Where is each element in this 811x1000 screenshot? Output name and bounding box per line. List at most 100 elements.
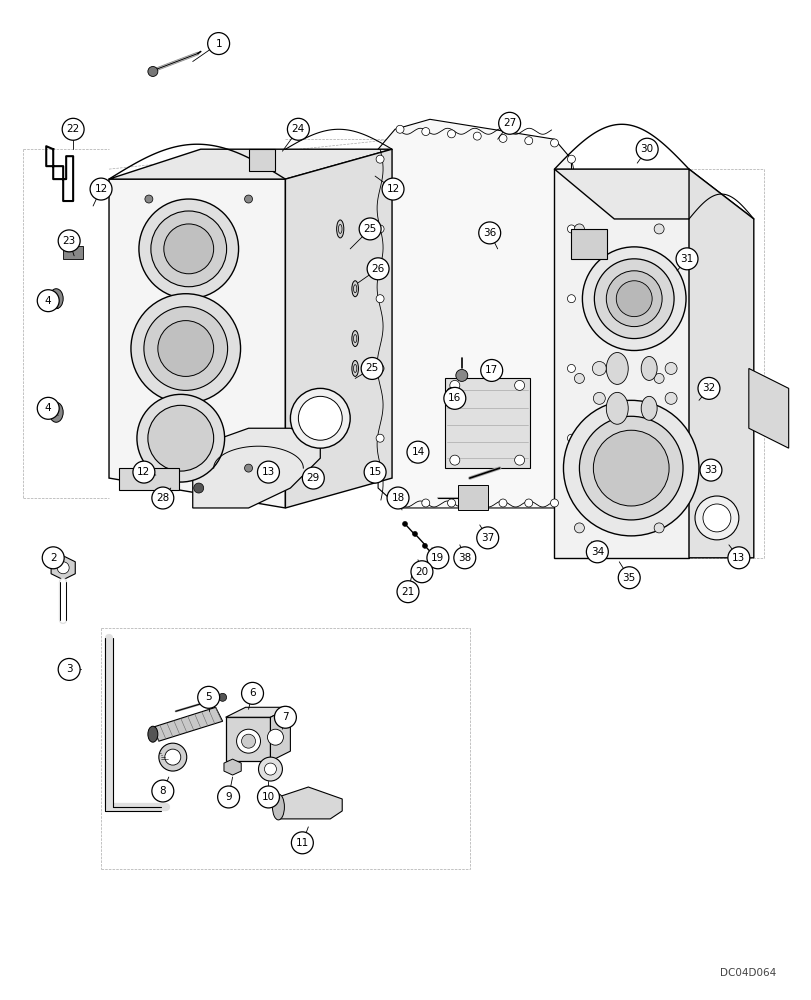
Circle shape	[514, 380, 524, 390]
Polygon shape	[119, 468, 178, 490]
Circle shape	[573, 523, 584, 533]
Circle shape	[563, 400, 698, 536]
Circle shape	[144, 195, 152, 203]
Text: 7: 7	[281, 712, 289, 722]
Circle shape	[257, 461, 279, 483]
Circle shape	[421, 128, 429, 136]
Text: 30: 30	[640, 144, 653, 154]
Circle shape	[581, 247, 685, 351]
Polygon shape	[248, 149, 275, 171]
Circle shape	[422, 543, 427, 548]
Circle shape	[131, 294, 240, 403]
Circle shape	[58, 658, 80, 680]
Text: 11: 11	[295, 838, 309, 848]
Text: 5: 5	[205, 692, 212, 702]
Circle shape	[573, 224, 584, 234]
Text: 25: 25	[365, 363, 378, 373]
Circle shape	[274, 706, 296, 728]
Circle shape	[524, 499, 532, 507]
Ellipse shape	[351, 360, 358, 376]
Polygon shape	[270, 707, 290, 761]
Ellipse shape	[641, 396, 656, 420]
Circle shape	[579, 416, 682, 520]
Polygon shape	[152, 707, 222, 741]
Text: 37: 37	[480, 533, 494, 543]
Circle shape	[287, 118, 309, 140]
Circle shape	[375, 434, 384, 442]
Circle shape	[699, 459, 721, 481]
Circle shape	[396, 499, 404, 507]
Circle shape	[567, 225, 575, 233]
Text: 12: 12	[386, 184, 399, 194]
Circle shape	[476, 527, 498, 549]
Text: 20: 20	[415, 567, 428, 577]
Ellipse shape	[606, 392, 628, 424]
Circle shape	[218, 693, 226, 701]
Circle shape	[62, 118, 84, 140]
Polygon shape	[554, 169, 689, 558]
Polygon shape	[285, 149, 392, 508]
Ellipse shape	[272, 794, 284, 820]
Ellipse shape	[641, 356, 656, 380]
Polygon shape	[225, 707, 290, 717]
Circle shape	[473, 499, 481, 507]
Circle shape	[267, 729, 283, 745]
Circle shape	[157, 321, 213, 376]
Circle shape	[139, 199, 238, 299]
Polygon shape	[109, 149, 392, 179]
Polygon shape	[444, 378, 529, 468]
Text: 13: 13	[261, 467, 275, 477]
Text: 14: 14	[411, 447, 424, 457]
Circle shape	[593, 392, 604, 404]
Circle shape	[594, 259, 673, 339]
Text: DC04D064: DC04D064	[719, 968, 776, 978]
Text: 38: 38	[457, 553, 471, 563]
Circle shape	[402, 521, 407, 526]
Circle shape	[148, 405, 213, 471]
Polygon shape	[554, 169, 753, 219]
Polygon shape	[748, 368, 787, 448]
Circle shape	[90, 178, 112, 200]
Text: 10: 10	[262, 792, 275, 802]
Text: 36: 36	[483, 228, 496, 238]
Circle shape	[375, 364, 384, 372]
Circle shape	[208, 33, 230, 55]
Polygon shape	[689, 169, 753, 558]
Circle shape	[165, 749, 181, 765]
Circle shape	[144, 307, 227, 390]
Text: 15: 15	[368, 467, 381, 477]
Circle shape	[57, 562, 69, 574]
Circle shape	[514, 455, 524, 465]
Circle shape	[164, 224, 213, 274]
Circle shape	[298, 396, 341, 440]
Circle shape	[524, 137, 532, 145]
Circle shape	[148, 66, 157, 76]
Polygon shape	[278, 787, 341, 819]
Text: 4: 4	[45, 403, 51, 413]
Circle shape	[363, 461, 385, 483]
Circle shape	[159, 743, 187, 771]
Circle shape	[290, 388, 350, 448]
Text: 25: 25	[363, 224, 376, 234]
Circle shape	[236, 729, 260, 753]
Ellipse shape	[606, 353, 628, 384]
Circle shape	[412, 531, 417, 536]
Circle shape	[397, 581, 418, 603]
Circle shape	[302, 467, 324, 489]
Text: 3: 3	[66, 664, 72, 674]
Circle shape	[573, 373, 584, 383]
Circle shape	[664, 362, 676, 374]
Circle shape	[241, 734, 255, 748]
Polygon shape	[571, 229, 607, 259]
Text: 23: 23	[62, 236, 75, 246]
Circle shape	[375, 295, 384, 303]
Text: 2: 2	[49, 553, 57, 563]
Circle shape	[550, 139, 558, 147]
Circle shape	[473, 132, 481, 140]
Text: 9: 9	[225, 792, 232, 802]
Circle shape	[567, 434, 575, 442]
Circle shape	[702, 504, 730, 532]
Circle shape	[375, 225, 384, 233]
Ellipse shape	[49, 402, 63, 422]
Circle shape	[444, 387, 466, 409]
